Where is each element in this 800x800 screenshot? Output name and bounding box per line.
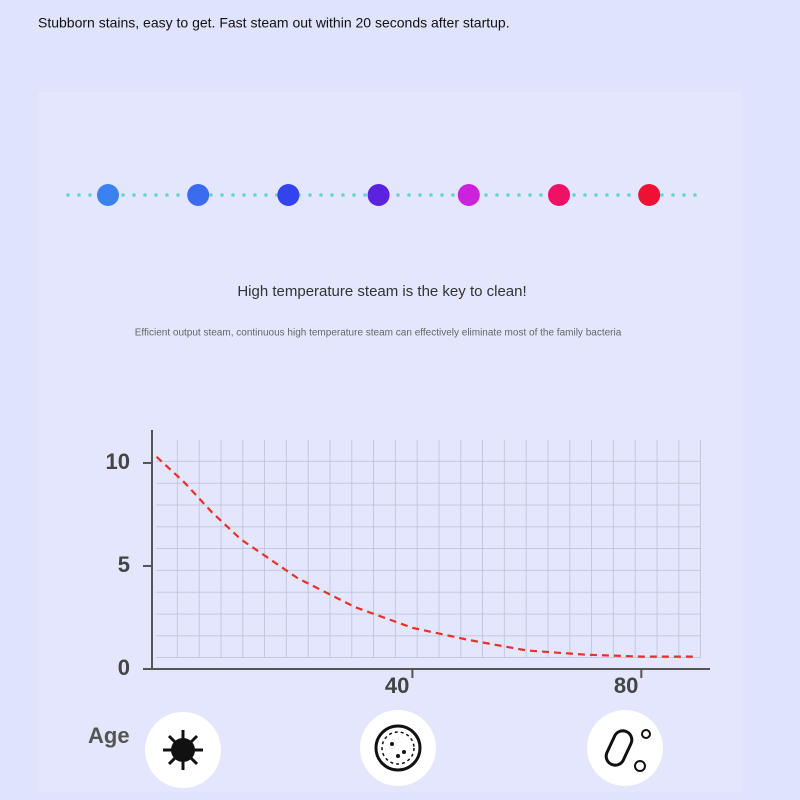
small-dot (176, 193, 180, 197)
small-dot (693, 193, 697, 197)
line-series (155, 455, 697, 658)
small-dot (451, 193, 455, 197)
small-dot (253, 193, 257, 197)
icon-petri (360, 710, 436, 786)
small-dot (352, 193, 356, 197)
small-dot (495, 193, 499, 197)
color-dot (457, 184, 480, 206)
x-tick-label: 80 (614, 673, 638, 698)
small-dot (66, 193, 70, 197)
small-dot (220, 193, 224, 197)
small-dot (418, 193, 422, 197)
small-dot (572, 193, 576, 197)
small-dot (154, 193, 158, 197)
small-dot (165, 193, 169, 197)
small-dot (407, 193, 411, 197)
y-tick-label: 0 (118, 655, 130, 680)
small-dot (242, 193, 246, 197)
subtext: Efficient output steam, continuous high … (135, 328, 622, 339)
x-axis-label: Age (88, 723, 130, 748)
small-dot (264, 193, 268, 197)
small-dot (231, 193, 235, 197)
small-dot (583, 193, 587, 197)
small-dot (209, 193, 213, 197)
small-dot (594, 193, 598, 197)
color-dot (638, 184, 661, 206)
small-dot (528, 193, 532, 197)
small-dot (616, 193, 620, 197)
small-dot (77, 193, 81, 197)
small-dot (440, 193, 444, 197)
color-dot (277, 184, 300, 206)
color-dot (548, 184, 570, 206)
color-dot (367, 184, 390, 206)
x-tick-label: 40 (385, 673, 409, 698)
icon-virus (145, 712, 221, 788)
small-dot (627, 193, 631, 197)
small-dot (330, 193, 334, 197)
small-dot (308, 193, 312, 197)
small-dot (341, 193, 345, 197)
small-dot (132, 193, 136, 197)
color-dot (97, 184, 119, 206)
small-dot (517, 193, 521, 197)
color-dots (66, 184, 697, 206)
small-dot (396, 193, 400, 197)
small-dot (660, 193, 664, 197)
small-dot (121, 193, 125, 197)
small-dot (506, 193, 510, 197)
small-dot (484, 193, 488, 197)
small-dot (539, 193, 543, 197)
small-dot (671, 193, 675, 197)
icon-bacteria (587, 710, 663, 786)
color-dot (187, 184, 210, 206)
grid-pattern (156, 440, 701, 658)
small-dot (88, 193, 92, 197)
small-dot (319, 193, 323, 197)
headline: High temperature steam is the key to cle… (237, 283, 526, 300)
small-dot (429, 193, 433, 197)
chart: 0 5 10 40 80 (106, 430, 710, 698)
header-text: Stubborn stains, easy to get. Fast steam… (38, 15, 510, 31)
small-dot (143, 193, 147, 197)
small-dot (605, 193, 609, 197)
small-dot (363, 193, 367, 197)
small-dot (682, 193, 686, 197)
y-tick-label: 5 (118, 552, 130, 577)
y-tick-label: 10 (106, 449, 130, 474)
